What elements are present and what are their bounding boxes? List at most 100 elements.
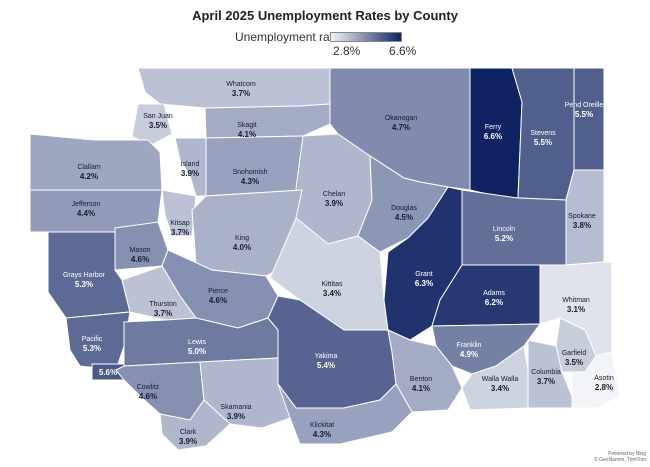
county-name-lincoln: Lincoln bbox=[493, 226, 515, 233]
legend-max-label: 6.6% bbox=[389, 44, 417, 58]
county-name-stevens: Stevens bbox=[530, 130, 556, 137]
county-value-pacific: 5.3% bbox=[83, 344, 101, 353]
county-name-san-juan: San Juan bbox=[143, 113, 173, 120]
county-value-asotin: 2.8% bbox=[595, 383, 613, 392]
county-value-spokane: 3.8% bbox=[573, 221, 591, 230]
county-value-franklin: 4.9% bbox=[460, 350, 478, 359]
county-name-kitsap: Kitsap bbox=[170, 220, 190, 227]
county-name-klickitat: Klickitat bbox=[310, 422, 334, 429]
county-name-snohomish: Snohomish bbox=[232, 169, 267, 176]
credit-line-1: Powered by Bing bbox=[608, 451, 646, 457]
county-value-ferry: 6.6% bbox=[484, 132, 502, 141]
county-name-whitman: Whitman bbox=[562, 297, 590, 304]
county-value-garfield: 3.5% bbox=[565, 358, 583, 367]
county-value-island: 3.9% bbox=[181, 169, 199, 178]
county-value-benton: 4.1% bbox=[412, 384, 430, 393]
county-name-columbia: Columbia bbox=[531, 369, 561, 376]
map-title: April 2025 Unemployment Rates by County bbox=[192, 8, 458, 23]
county-shapes bbox=[29, 67, 621, 451]
county-name-whatcom: Whatcom bbox=[226, 81, 256, 88]
county-value-clark: 3.9% bbox=[179, 437, 197, 446]
county-value-snohomish: 4.3% bbox=[241, 177, 259, 186]
county-value-columbia: 3.7% bbox=[537, 377, 555, 386]
county-name-clallam: Clallam bbox=[77, 164, 101, 171]
county-value-clallam: 4.2% bbox=[80, 172, 98, 181]
county-value-lewis: 5.0% bbox=[188, 347, 206, 356]
county-skagit bbox=[204, 103, 331, 139]
county-walla-walla bbox=[461, 345, 529, 411]
credit-line-2: © GeoNames, TomTom bbox=[594, 457, 646, 463]
county-name-adams: Adams bbox=[483, 290, 505, 297]
county-clallam bbox=[29, 133, 163, 191]
county-klickitat bbox=[277, 383, 413, 445]
county-value-whatcom: 3.7% bbox=[232, 89, 250, 98]
county-value-skagit: 4.1% bbox=[238, 130, 256, 139]
county-name-thurston: Thurston bbox=[149, 301, 177, 308]
county-value-stevens: 5.5% bbox=[534, 138, 552, 147]
county-value-mason: 4.6% bbox=[131, 255, 149, 264]
county-name-okanogan: Okanogan bbox=[385, 115, 417, 122]
county-name-benton: Benton bbox=[410, 376, 432, 383]
county-value-kitsap: 3.7% bbox=[171, 228, 189, 237]
county-value-lincoln: 5.2% bbox=[495, 234, 513, 243]
county-snohomish bbox=[205, 135, 304, 197]
county-value-king: 4.0% bbox=[233, 243, 251, 252]
county-value-adams: 6.2% bbox=[485, 298, 503, 307]
county-whatcom bbox=[137, 67, 331, 109]
county-name-yakima: Yakima bbox=[315, 353, 338, 360]
county-value-klickitat: 4.3% bbox=[313, 430, 331, 439]
county-name-king: King bbox=[235, 235, 249, 242]
county-value-jefferson: 4.4% bbox=[77, 209, 95, 218]
county-name-cowlitz: Cowlitz bbox=[137, 384, 160, 391]
county-name-jefferson: Jefferson bbox=[72, 201, 101, 208]
county-name-franklin: Franklin bbox=[457, 342, 482, 349]
county-value-chelan: 3.9% bbox=[325, 199, 343, 208]
county-name-island: Island bbox=[181, 161, 200, 168]
county-name-ferry: Ferry bbox=[485, 124, 502, 131]
county-value-kittitas: 3.4% bbox=[323, 289, 341, 298]
legend-label: Unemployment rate bbox=[235, 30, 340, 44]
county-name-pacific: Pacific bbox=[82, 336, 103, 343]
legend-min-label: 2.8% bbox=[333, 44, 361, 58]
county-value-grays-harbor: 5.3% bbox=[75, 280, 93, 289]
county-value-whitman: 3.1% bbox=[567, 305, 585, 314]
county-name-mason: Mason bbox=[129, 247, 150, 254]
county-name-pierce: Pierce bbox=[208, 288, 228, 295]
county-name-skagit: Skagit bbox=[237, 122, 257, 129]
county-benton bbox=[387, 329, 463, 413]
county-name-chelan: Chelan bbox=[323, 191, 345, 198]
county-name-walla-walla: Walla Walla bbox=[482, 376, 519, 383]
county-name-spokane: Spokane bbox=[568, 213, 596, 220]
county-value-grant: 6.3% bbox=[415, 279, 433, 288]
county-spokane bbox=[565, 169, 605, 266]
county-value-pend-oreille: 5.5% bbox=[575, 110, 593, 119]
county-value-san-juan: 3.5% bbox=[149, 121, 167, 130]
county-name-kittitas: Kittitas bbox=[321, 281, 343, 288]
county-san-juan bbox=[131, 103, 173, 147]
county-pend-oreille bbox=[573, 67, 605, 171]
county-value-skamania: 3.9% bbox=[227, 412, 245, 421]
county-name-garfield: Garfield bbox=[562, 350, 587, 357]
county-name-douglas: Douglas bbox=[391, 205, 417, 212]
county-name-clark: Clark bbox=[180, 429, 197, 436]
county-value-yakima: 5.4% bbox=[317, 361, 335, 370]
county-value-wahkiakum: 5.6% bbox=[99, 368, 117, 377]
county-name-skamania: Skamania bbox=[220, 404, 251, 411]
map-credit: Powered by Bing © GeoNames, TomTom bbox=[594, 451, 646, 463]
county-value-okanogan: 4.7% bbox=[392, 123, 410, 132]
county-name-pend-oreille: Pend Oreille bbox=[565, 102, 604, 109]
county-name-asotin: Asotin bbox=[594, 375, 614, 382]
county-cowlitz bbox=[115, 361, 205, 421]
county-kitsap bbox=[161, 189, 197, 237]
county-value-douglas: 4.5% bbox=[395, 213, 413, 222]
county-name-grays-harbor: Grays Harbor bbox=[63, 272, 106, 279]
county-value-pierce: 4.6% bbox=[209, 296, 227, 305]
county-value-walla-walla: 3.4% bbox=[491, 384, 509, 393]
county-name-lewis: Lewis bbox=[188, 339, 206, 346]
county-clark bbox=[159, 399, 231, 451]
legend-color-ramp bbox=[330, 32, 402, 42]
county-value-cowlitz: 4.6% bbox=[139, 392, 157, 401]
county-name-grant: Grant bbox=[415, 271, 433, 278]
county-value-thurston: 3.7% bbox=[154, 309, 172, 318]
